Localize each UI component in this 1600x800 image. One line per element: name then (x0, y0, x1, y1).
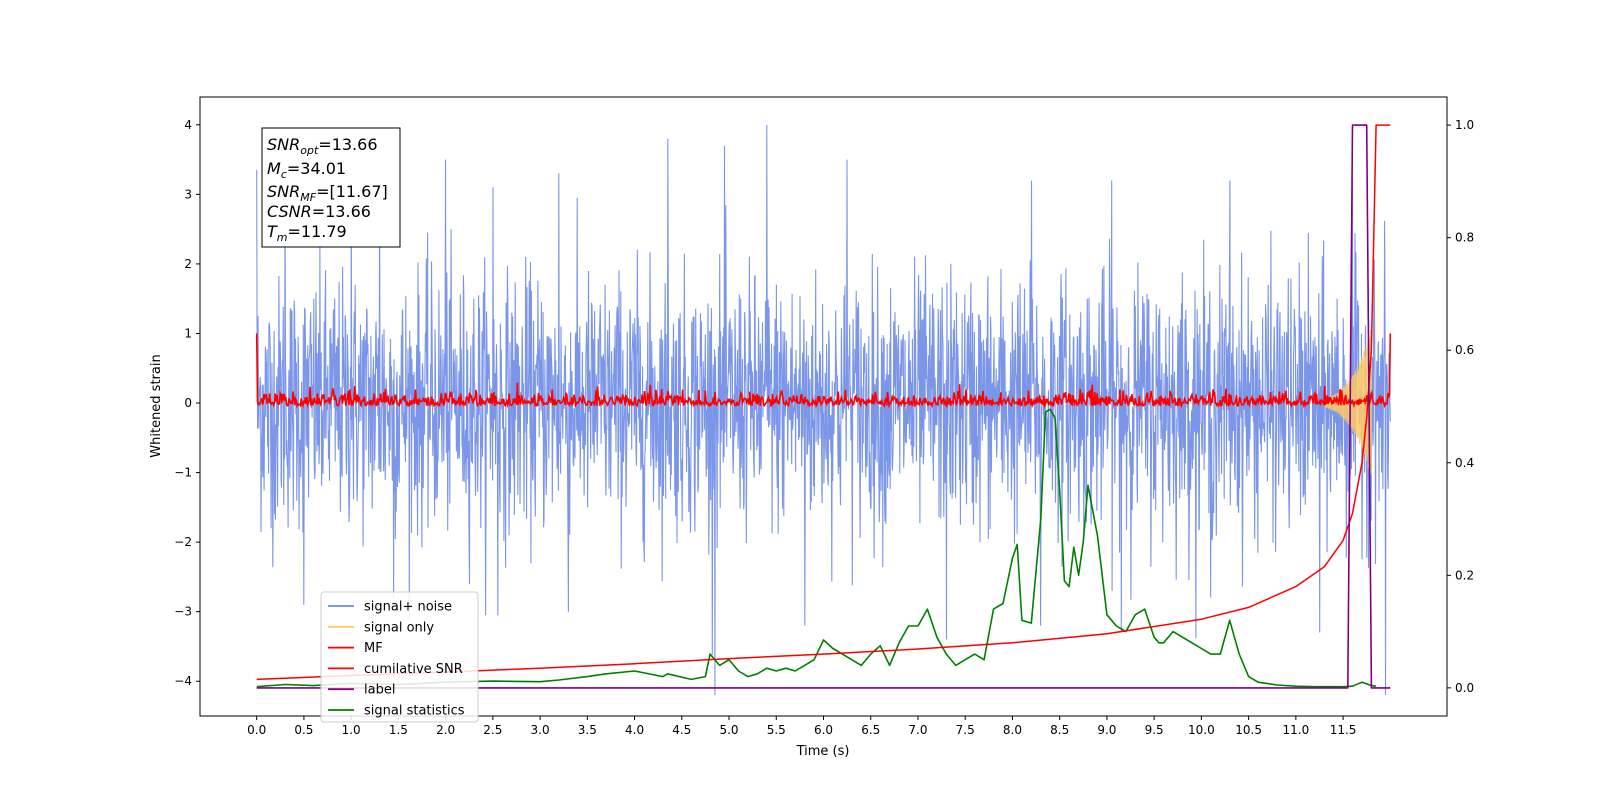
y-tick-label: −2 (174, 535, 192, 549)
x-tick-label: 10.0 (1188, 723, 1215, 737)
legend-label: cumilative SNR (364, 662, 463, 677)
y-tick-label: −1 (174, 466, 192, 480)
y2-tick-label: 0.0 (1455, 681, 1474, 695)
snr-mf-text: SNRMF=[11.67] (267, 182, 388, 204)
x-tick-label: 2.5 (483, 723, 502, 737)
y-axis-right: 1.0 0.8 0.6 0.4 0.2 0.0 (1447, 118, 1474, 695)
x-tick-label: 10.5 (1235, 723, 1262, 737)
legend-frame (320, 591, 479, 723)
y2-tick-label: 0.6 (1455, 343, 1474, 357)
x-tick-label: 3.0 (531, 723, 550, 737)
y2-tick-label: 1.0 (1455, 118, 1474, 132)
y2-tick-label: 0.2 (1455, 568, 1474, 582)
x-tick-label: 1.5 (389, 723, 408, 737)
y-tick-label: −4 (174, 674, 192, 688)
x-tick-label: 8.0 (1003, 723, 1022, 737)
x-tick-label: 6.0 (814, 723, 833, 737)
x-tick-label: 0.0 (247, 723, 266, 737)
series-mf-line (255, 333, 1392, 409)
x-tick-label: 2.0 (436, 723, 455, 737)
series-signal-noise-line (256, 124, 1391, 696)
mc-text: Mc=34.01 (267, 159, 346, 181)
legend-label: MF (364, 641, 383, 656)
snr-opt-text: SNRopt=13.66 (267, 135, 378, 157)
y-axis-label: Whitened strain (149, 354, 164, 457)
tm-text: Tm=11.79 (267, 222, 347, 244)
x-tick-label: 6.5 (861, 723, 880, 737)
series-label-line (256, 124, 1391, 689)
x-tick-label: 8.5 (1050, 723, 1069, 737)
y-tick-label: 4 (184, 118, 192, 132)
x-tick-label: 3.5 (578, 723, 597, 737)
legend-label: signal statistics (364, 704, 465, 719)
x-tick-label: 4.0 (625, 723, 644, 737)
legend-label: signal only (364, 620, 434, 635)
series-signal-only-line (1323, 329, 1373, 475)
csnr-text: CSNR=13.66 (267, 202, 371, 221)
legend-label: label (364, 683, 395, 698)
x-tick-label: 5.5 (767, 723, 786, 737)
legend-label: signal+ noise (364, 600, 452, 615)
x-tick-label: 4.5 (672, 723, 691, 737)
x-tick-label: 7.5 (956, 723, 975, 737)
y-axis-left: 4 3 2 1 0 −1 −2 −3 −4 (174, 118, 200, 688)
y-tick-label: −3 (174, 605, 192, 619)
x-tick-label: 1.0 (342, 723, 361, 737)
y-tick-label: 3 (184, 187, 192, 201)
series-layer (255, 124, 1392, 696)
y-tick-label: 2 (184, 257, 192, 271)
x-tick-label: 11.0 (1282, 723, 1309, 737)
x-axis: 0.0 0.5 1.0 1.5 2.0 2.5 3.0 3.5 4.0 4.5 5.0 5.5 6.0 6… (247, 716, 1356, 737)
info-box: SNRopt=13.66 Mc=34.01 SNRMF=[11.67] CSNR… (261, 127, 401, 248)
legend: signal+ noise signal only MF cumilative SNR… (320, 591, 479, 723)
info-box-frame (261, 127, 401, 248)
y-tick-label: 1 (184, 326, 192, 340)
x-tick-label: 9.0 (1097, 723, 1116, 737)
x-tick-label: 7.0 (908, 723, 927, 737)
x-tick-label: 9.5 (1145, 723, 1164, 737)
x-tick-label: 5.0 (719, 723, 738, 737)
series-signal-statistics-line (256, 408, 1377, 688)
y-tick-label: 0 (184, 396, 192, 410)
y2-tick-label: 0.8 (1455, 231, 1474, 245)
x-tick-label: 0.5 (294, 723, 313, 737)
x-axis-label: Time (s) (796, 744, 850, 759)
x-tick-label: 11.5 (1330, 723, 1357, 737)
y2-tick-label: 0.4 (1455, 456, 1474, 470)
